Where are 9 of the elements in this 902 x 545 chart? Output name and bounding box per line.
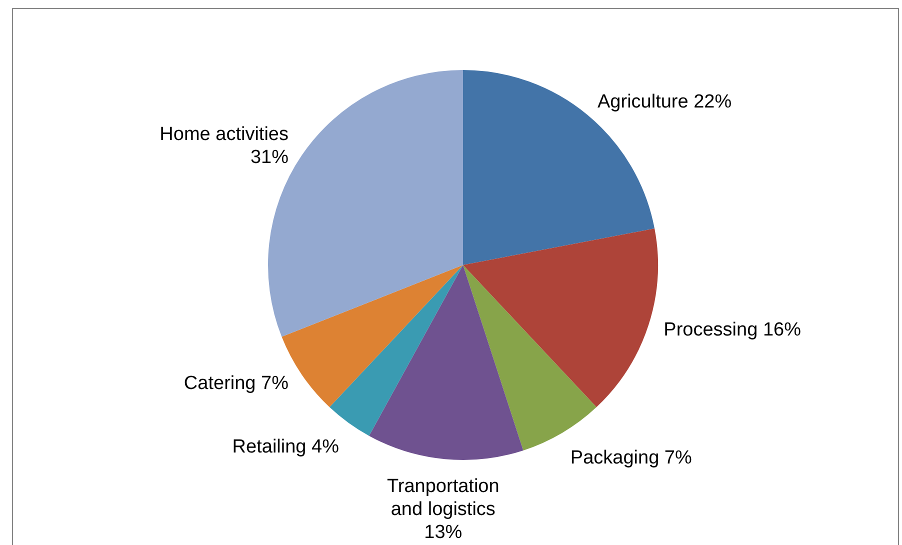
slice-label: Catering 7% bbox=[184, 372, 289, 394]
slice-label: Tranportation and logistics bbox=[386, 476, 500, 520]
slice-label: Retailing 4% bbox=[232, 436, 340, 458]
data-label: 13% bbox=[424, 522, 462, 543]
slice-label: Processing 16% bbox=[664, 319, 802, 340]
slice-label: Home activities bbox=[160, 124, 288, 146]
data-label: 31% bbox=[250, 147, 289, 168]
slice-label: Agriculture 22% bbox=[597, 92, 732, 113]
slice-label: Packaging 7% bbox=[570, 447, 692, 468]
